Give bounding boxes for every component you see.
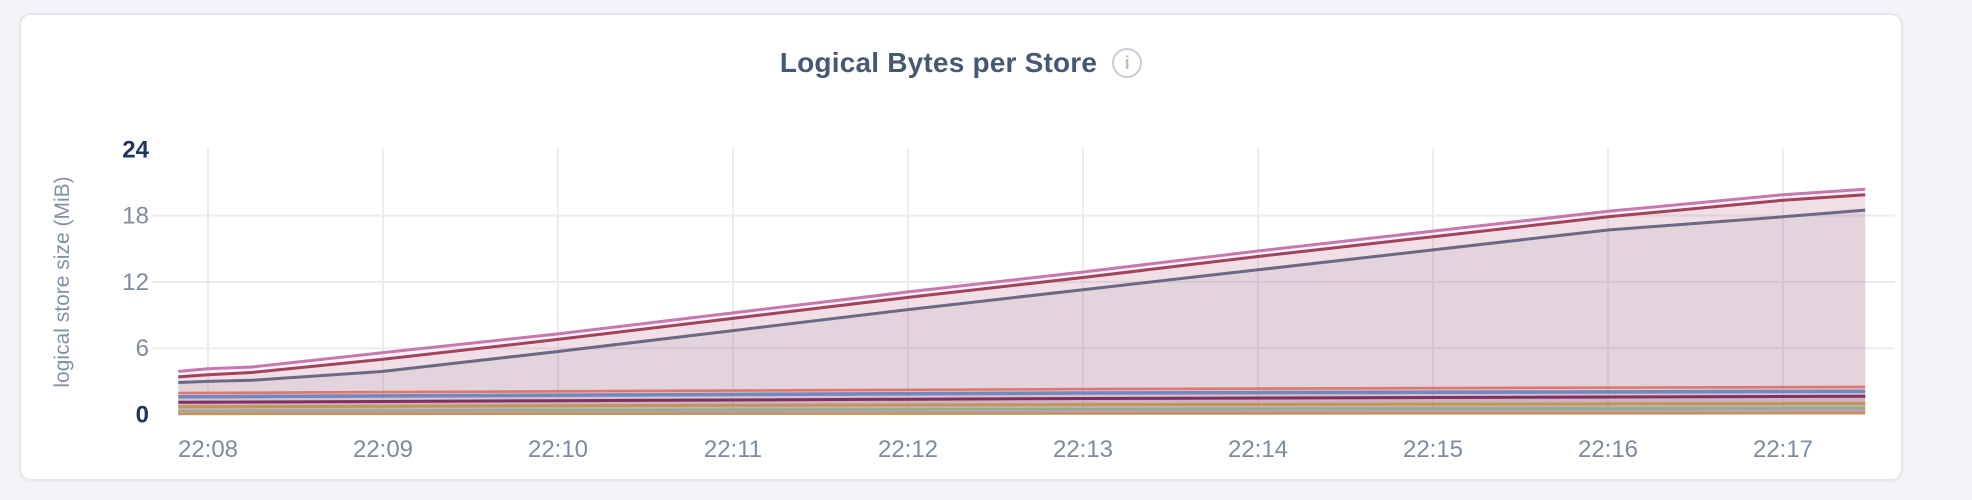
- x-tick-label: 22:09: [353, 436, 413, 463]
- x-tick-label: 22:13: [1053, 436, 1113, 463]
- y-tick-label: 24: [122, 136, 149, 163]
- x-tick-label: 22:15: [1403, 436, 1463, 463]
- x-tick-label: 22:12: [878, 436, 938, 463]
- y-axis-label: logical store size (MiB): [51, 176, 74, 387]
- series-line-store-5: [178, 389, 1866, 399]
- info-icon[interactable]: i: [1112, 48, 1143, 78]
- series-line-store-7: [178, 402, 1866, 409]
- y-tick-label: 6: [136, 335, 149, 362]
- series-line-store-2: [178, 193, 1866, 379]
- series-line-store-4: [178, 385, 1866, 395]
- y-tick-label: 0: [136, 402, 149, 429]
- x-tick-label: 22:10: [528, 436, 588, 463]
- chart-card: Logical Bytes per Store i 0 6 12 18 24 22:08 2…: [19, 13, 1903, 481]
- y-tick-label: 18: [122, 203, 149, 230]
- series-line-store-8: [178, 406, 1866, 413]
- x-tick-label: 22:11: [704, 436, 762, 463]
- x-tick-label: 22:14: [1228, 436, 1288, 463]
- series-line-store-3: [178, 208, 1866, 384]
- grid-layer: [152, 148, 1895, 415]
- series-line-store-10: [178, 411, 1866, 416]
- series-area-store-1: [178, 189, 1866, 415]
- chart-plot-area[interactable]: 0 6 12 18 24 22:08 22:09 22:10 22:11 22:12 22:13 22…: [21, 15, 1901, 477]
- axis-layer: 0 6 12 18 24 22:08 22:09 22:10 22:11 22:12 22:13 22…: [51, 136, 1813, 463]
- x-tick-label: 22:08: [178, 436, 238, 463]
- chart-header: Logical Bytes per Store i: [21, 47, 1901, 79]
- series-layer: [178, 187, 1866, 416]
- series-line-store-6: [178, 394, 1866, 404]
- x-tick-label: 22:16: [1578, 436, 1638, 463]
- series-line-store-1: [178, 187, 1866, 373]
- series-line-store-9: [178, 409, 1866, 414]
- y-tick-label: 12: [122, 269, 149, 296]
- chart-title: Logical Bytes per Store: [779, 47, 1098, 78]
- series-area-store-3: [178, 210, 1866, 415]
- x-tick-label: 22:17: [1753, 436, 1813, 463]
